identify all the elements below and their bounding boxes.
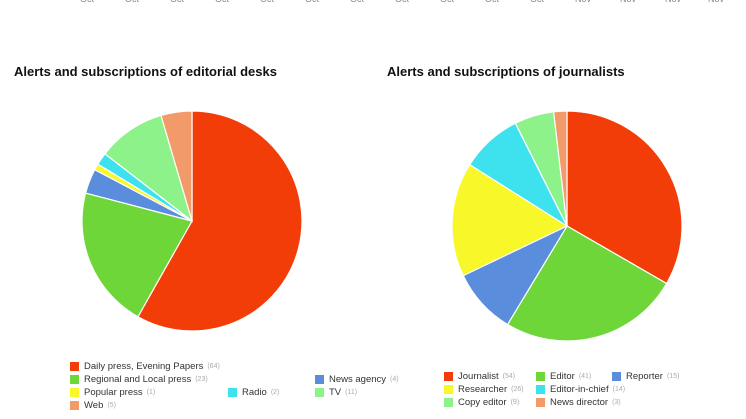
axis-tick-label: Oct [80, 0, 94, 4]
axis-tick-label: Oct [350, 0, 364, 4]
legend-count: (5) [107, 402, 116, 409]
axis-tick-label: Oct [260, 0, 274, 4]
pie-slice-editor[interactable] [506, 225, 668, 342]
timeline-axis-strip: Oct Oct Oct Oct Oct Oct Oct Oct Oct Oct Oct Nov Nov N… [0, 0, 746, 6]
legend-swatch [70, 401, 79, 410]
legend-count: (26) [511, 386, 524, 393]
axis-tick-label: Oct [395, 0, 409, 4]
legend-item[interactable]: Journalist (54) [444, 371, 515, 382]
axis-tick-label: Nov [575, 0, 591, 4]
legend-count: (23) [195, 376, 208, 383]
legend-label: News director [550, 397, 609, 408]
legend-label: Regional and Local press [84, 374, 192, 385]
legend-swatch [70, 375, 79, 384]
pie-slice-web[interactable] [160, 110, 193, 222]
editorial-desks-panel: Alerts and subscriptions of editorial de… [0, 56, 399, 419]
legend-item[interactable]: Researcher (26) [444, 384, 524, 395]
legend-label: Editor [550, 371, 575, 382]
legend-label: Popular press [84, 387, 143, 398]
legend-label: TV [329, 387, 342, 398]
journalists-panel: Alerts and subscriptions of journalists … [372, 56, 737, 419]
legend-item[interactable]: Popular press (1) [70, 387, 155, 398]
legend-item[interactable]: News agency (4) [315, 374, 399, 385]
legend-label: Radio [242, 387, 267, 398]
legend-item[interactable]: Copy editor (9) [444, 397, 519, 408]
legend-label: Journalist [458, 371, 499, 382]
axis-tick-label: Oct [215, 0, 229, 4]
legend-count: (14) [612, 386, 626, 393]
legend-item[interactable]: Editor-in-chief (14) [536, 384, 625, 395]
legend-label: News agency [329, 374, 387, 385]
legend-swatch [444, 372, 453, 381]
legend-swatch [536, 385, 545, 394]
legend-swatch [315, 388, 324, 397]
legend-count: (3) [612, 399, 621, 406]
legend-label: Daily press, Evening Papers [84, 361, 204, 372]
legend-swatch [612, 372, 621, 381]
legend-swatch [70, 362, 79, 371]
legend-swatch [228, 388, 237, 397]
legend-swatch [444, 398, 453, 407]
axis-tick-label: Nov [708, 0, 724, 4]
legend-swatch [315, 375, 324, 384]
legend-count: (15) [666, 373, 680, 380]
axis-tick-label: Nov [620, 0, 636, 4]
legend-swatch [70, 388, 79, 397]
axis-tick-label: Oct [530, 0, 544, 4]
axis-tick-label: Oct [440, 0, 454, 4]
legend-label: Copy editor [458, 397, 507, 408]
legend-count: (54) [502, 373, 516, 380]
legend-swatch [444, 385, 453, 394]
legend-count: (2) [270, 389, 280, 396]
legend-item[interactable]: Daily press, Evening Papers (64) [70, 361, 220, 372]
pie-slice-news-director[interactable] [552, 110, 568, 227]
pie-slice-daily-press-evening-papers[interactable] [137, 110, 303, 332]
axis-tick-label: Oct [125, 0, 139, 4]
legend-item[interactable]: Editor (41) [536, 371, 591, 382]
legend-item[interactable]: TV (11) [315, 387, 357, 398]
legend-label: Web [84, 400, 104, 411]
chart-title: Alerts and subscriptions of journalists [387, 64, 625, 79]
legend-count: (1) [146, 389, 156, 396]
pie-slice-regional-and-local-press[interactable] [81, 192, 193, 318]
legend-count: (4) [390, 376, 399, 383]
legend-item[interactable]: Radio (2) [228, 387, 279, 398]
chart-title: Alerts and subscriptions of editorial de… [14, 64, 277, 79]
legend-count: (11) [345, 389, 358, 396]
axis-tick-label: Oct [485, 0, 499, 4]
legend-item[interactable]: Reporter (15) [612, 371, 679, 382]
legend-label: Reporter [626, 371, 663, 382]
legend-item[interactable]: Web (5) [70, 400, 116, 411]
legend-label: Researcher [458, 384, 508, 395]
legend-count: (9) [510, 399, 520, 406]
editorial-desks-pie-chart [81, 110, 303, 332]
axis-tick-label: Oct [170, 0, 184, 4]
axis-tick-label: Oct [305, 0, 319, 4]
legend-item[interactable]: Regional and Local press (23) [70, 374, 208, 385]
legend-count: (64) [207, 363, 220, 370]
pie-slice-researcher[interactable] [451, 163, 569, 277]
pie-slice-journalist[interactable] [566, 110, 683, 285]
journalists-pie-chart [451, 110, 683, 342]
legend-swatch [536, 372, 545, 381]
legend-item[interactable]: News director (3) [536, 397, 621, 408]
legend-swatch [536, 398, 545, 407]
axis-tick-label: Nov [665, 0, 681, 4]
legend-count: (41) [578, 373, 592, 380]
legend-label: Editor-in-chief [550, 384, 609, 395]
